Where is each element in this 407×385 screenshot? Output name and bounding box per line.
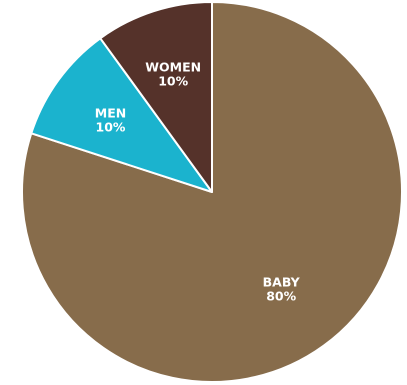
pie-slices (21, 1, 403, 383)
slice-label-men: MEN (95, 105, 126, 120)
slice-percent-women: 10% (158, 74, 188, 89)
slice-percent-baby: 80% (266, 288, 296, 303)
slice-percent-men: 10% (96, 119, 126, 134)
pie-slice-women (99, 1, 213, 193)
slice-label-baby: BABY (263, 274, 301, 289)
slice-label-women: WOMEN (145, 60, 201, 75)
pie-slice-men (30, 37, 213, 193)
